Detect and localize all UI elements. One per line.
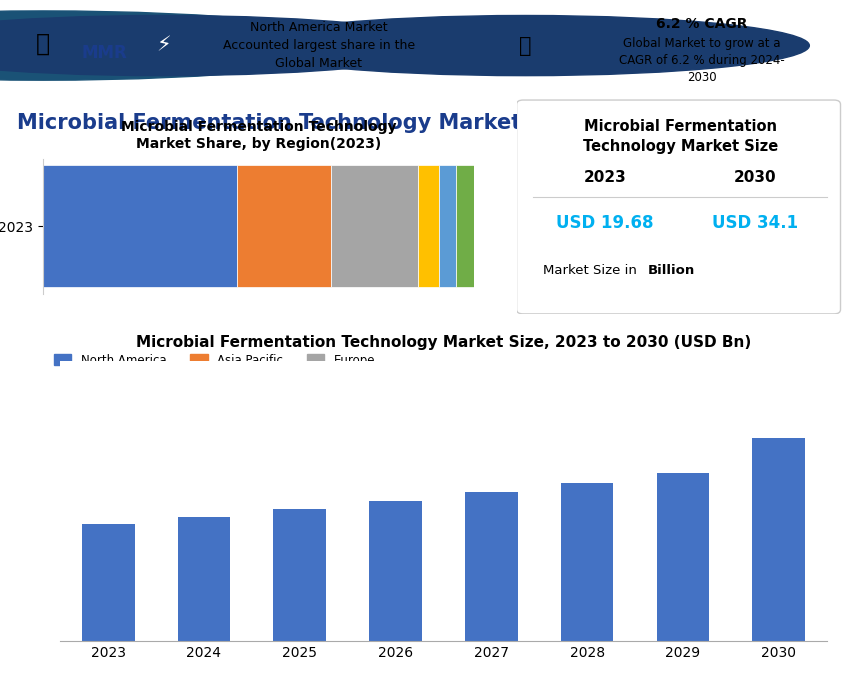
Bar xyxy=(657,473,709,641)
Bar xyxy=(418,165,439,288)
Text: Market Size in: Market Size in xyxy=(542,264,641,277)
FancyBboxPatch shape xyxy=(517,100,840,314)
Text: 🔥: 🔥 xyxy=(519,36,531,55)
Bar xyxy=(753,438,805,641)
Text: Microbial Fermentation Technology Market: Microbial Fermentation Technology Market xyxy=(17,113,522,133)
Bar xyxy=(465,492,517,641)
Bar xyxy=(456,165,474,288)
Text: Billion: Billion xyxy=(647,264,695,277)
Legend: North America, Asia Pacific, Europe: North America, Asia Pacific, Europe xyxy=(49,349,380,371)
Text: Microbial Fermentation
Technology Market Size: Microbial Fermentation Technology Market… xyxy=(583,119,777,155)
Circle shape xyxy=(0,16,448,76)
Text: USD 34.1: USD 34.1 xyxy=(712,214,798,232)
Circle shape xyxy=(241,16,809,76)
Text: 6.2 % CAGR: 6.2 % CAGR xyxy=(656,17,747,30)
Text: USD 19.68: USD 19.68 xyxy=(556,214,653,232)
Bar xyxy=(82,524,134,641)
Text: 🌍: 🌍 xyxy=(36,32,50,56)
Bar xyxy=(177,517,230,641)
Text: 2030: 2030 xyxy=(734,170,777,186)
Text: Global Market to grow at a
CAGR of 6.2 % during 2024-
2030: Global Market to grow at a CAGR of 6.2 %… xyxy=(619,36,784,84)
Text: ⚡: ⚡ xyxy=(157,36,170,55)
Bar xyxy=(439,165,456,288)
Bar xyxy=(369,501,422,641)
Bar xyxy=(561,483,613,641)
Bar xyxy=(237,165,331,288)
Circle shape xyxy=(0,11,370,80)
Bar xyxy=(274,509,326,641)
Text: North America Market
Accounted largest share in the
Global Market: North America Market Accounted largest s… xyxy=(222,21,415,70)
Title: Microbial Fermentation Technology
Market Share, by Region(2023): Microbial Fermentation Technology Market… xyxy=(121,120,396,151)
Text: MMR: MMR xyxy=(82,44,127,62)
Text: 2023: 2023 xyxy=(584,170,626,186)
Bar xyxy=(43,165,237,288)
Bar xyxy=(331,165,418,288)
Title: Microbial Fermentation Technology Market Size, 2023 to 2030 (USD Bn): Microbial Fermentation Technology Market… xyxy=(136,335,751,350)
